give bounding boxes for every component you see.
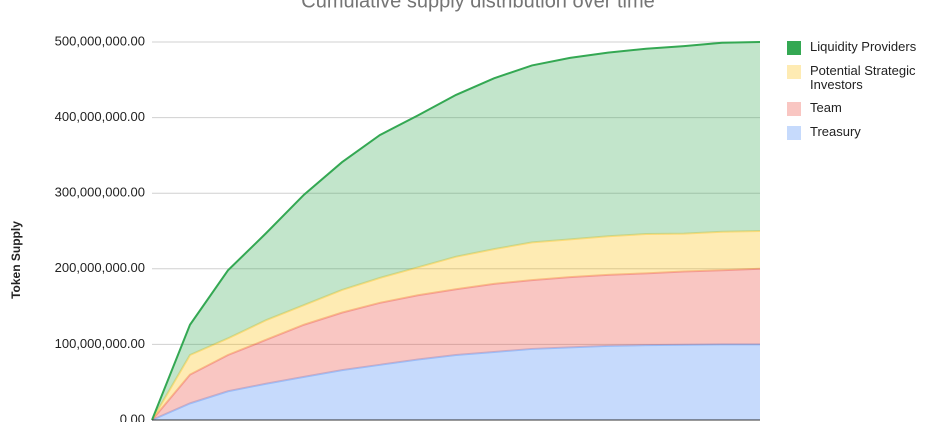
area <box>152 231 760 420</box>
legend-label: Potential Strategic Investors <box>810 63 916 92</box>
legend-item: Potential Strategic Investors <box>787 64 937 92</box>
legend-swatch <box>787 102 801 116</box>
y-tick-label: 0.00 <box>120 411 145 422</box>
area-line <box>151 230 761 421</box>
legend-item: Treasury <box>787 125 937 140</box>
legend-label: Team <box>810 100 842 115</box>
legend-swatch <box>787 126 801 140</box>
legend-swatch <box>787 41 801 55</box>
chart-title: Cumulative supply distribution over time <box>301 0 655 12</box>
area <box>152 42 760 420</box>
legend-item: Liquidity Providers <box>787 40 937 55</box>
area <box>152 268 760 420</box>
y-tick-label: 100,000,000.00 <box>55 336 145 351</box>
legend-label: Treasury <box>810 124 861 139</box>
area-line <box>151 267 761 421</box>
y-axis-title: Token Supply <box>9 221 23 299</box>
y-tick-label: 200,000,000.00 <box>55 260 145 275</box>
legend: Liquidity Providers Potential Strategic I… <box>787 40 937 149</box>
legend-item: Team <box>787 101 937 116</box>
legend-swatch <box>787 65 801 79</box>
area-line <box>151 41 761 421</box>
y-tick-label: 400,000,000.00 <box>55 109 145 124</box>
legend-label: Liquidity Providers <box>810 39 917 54</box>
area <box>152 344 760 420</box>
y-tick-label: 500,000,000.00 <box>55 33 145 48</box>
area-line <box>151 343 760 421</box>
y-tick-label: 300,000,000.00 <box>55 185 145 200</box>
